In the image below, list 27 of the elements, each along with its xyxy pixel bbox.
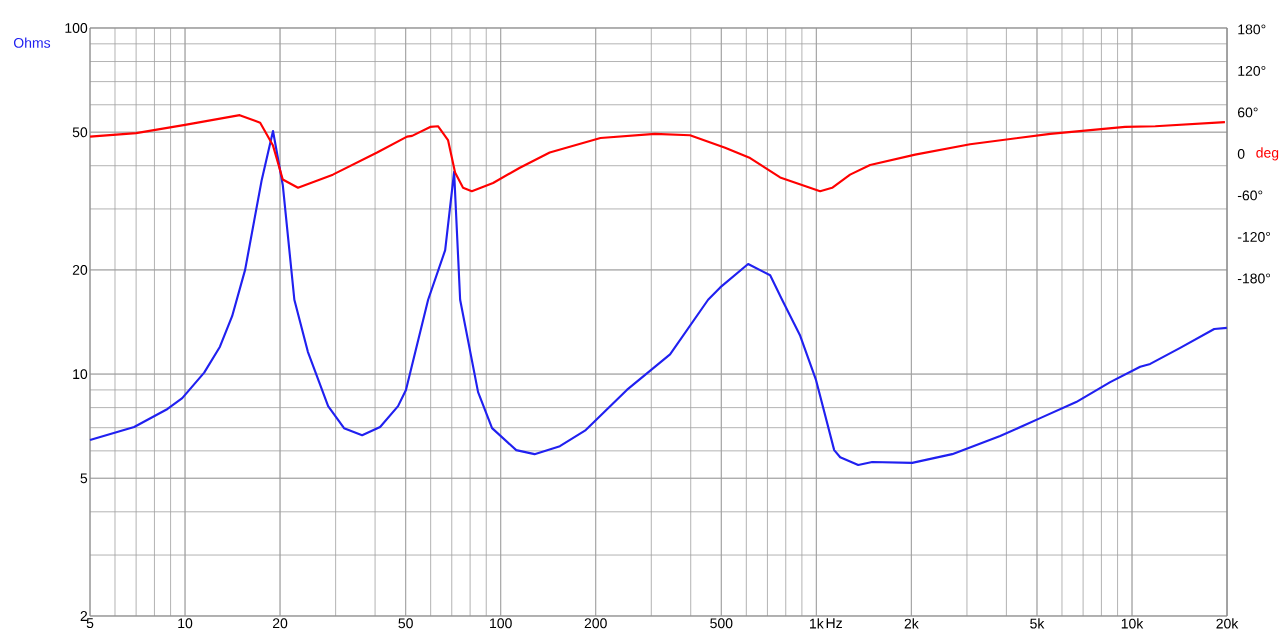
y2-tick-label: -60° bbox=[1237, 190, 1263, 201]
x-tick-label: 20 bbox=[272, 618, 288, 629]
y2-tick-label: 120° bbox=[1238, 65, 1266, 76]
y2-tick-label: 60° bbox=[1237, 107, 1258, 118]
y2-tick-label: -180° bbox=[1237, 273, 1271, 284]
y-axis-title: Ohms bbox=[13, 37, 51, 48]
x-tick-label: 200 bbox=[584, 618, 607, 629]
y2-axis-title: deg bbox=[1256, 147, 1279, 161]
y-tick-label: 100 bbox=[65, 23, 88, 33]
y-tick-label: 10 bbox=[73, 369, 88, 380]
x-tick-label: 50 bbox=[398, 618, 413, 629]
y-tick-label: 2 bbox=[80, 611, 88, 621]
x-tick-label: 100 bbox=[490, 618, 512, 629]
x-tick-label: 10k bbox=[1121, 618, 1144, 629]
y-tick-label: 5 bbox=[80, 473, 88, 484]
y-tick-label: 50 bbox=[72, 127, 88, 138]
y-tick-label: 20 bbox=[72, 264, 88, 275]
x-tick-label: 2k bbox=[904, 618, 919, 629]
x-tick-label: 10 bbox=[178, 618, 193, 629]
x-tick-label: 500 bbox=[710, 618, 733, 629]
x-tick-label: 20k bbox=[1216, 618, 1239, 629]
x-tick-label: 5k bbox=[1030, 618, 1045, 629]
y2-tick-label: 180° bbox=[1238, 24, 1266, 35]
x-tick-label: 1k bbox=[810, 618, 824, 629]
y2-tick-label: 0 bbox=[1237, 148, 1245, 159]
x-axis-title: Hz bbox=[826, 618, 842, 628]
y2-tick-label: -120° bbox=[1237, 231, 1271, 242]
